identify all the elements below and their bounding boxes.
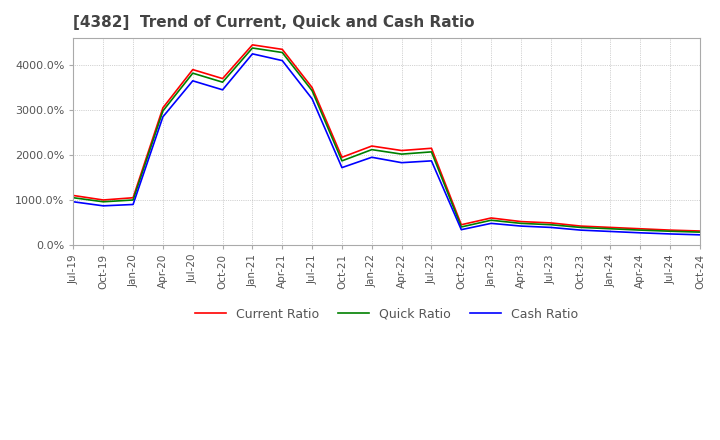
Cash Ratio <box>307 96 316 102</box>
Cash Ratio <box>576 227 585 233</box>
Current Ratio <box>457 222 466 227</box>
Cash Ratio <box>546 225 555 230</box>
Cash Ratio <box>427 158 436 164</box>
Current Ratio <box>427 146 436 151</box>
Current Ratio <box>487 215 495 220</box>
Quick Ratio <box>546 222 555 227</box>
Cash Ratio <box>666 231 675 237</box>
Current Ratio <box>517 219 526 224</box>
Quick Ratio <box>69 195 78 200</box>
Current Ratio <box>576 224 585 229</box>
Current Ratio <box>546 220 555 226</box>
Current Ratio <box>666 227 675 233</box>
Quick Ratio <box>666 229 675 234</box>
Current Ratio <box>218 76 227 81</box>
Cash Ratio <box>69 199 78 205</box>
Quick Ratio <box>367 147 376 152</box>
Cash Ratio <box>99 203 107 209</box>
Line: Quick Ratio: Quick Ratio <box>73 48 700 232</box>
Quick Ratio <box>397 151 406 157</box>
Current Ratio <box>189 67 197 72</box>
Cash Ratio <box>606 229 615 234</box>
Cash Ratio <box>457 227 466 232</box>
Quick Ratio <box>696 230 704 235</box>
Current Ratio <box>696 228 704 234</box>
Cash Ratio <box>129 202 138 207</box>
Current Ratio <box>636 226 644 231</box>
Current Ratio <box>158 105 167 110</box>
Cash Ratio <box>278 58 287 63</box>
Current Ratio <box>69 193 78 198</box>
Quick Ratio <box>487 218 495 223</box>
Current Ratio <box>338 154 346 160</box>
Quick Ratio <box>636 227 644 233</box>
Quick Ratio <box>158 108 167 114</box>
Cash Ratio <box>158 114 167 119</box>
Current Ratio <box>248 42 257 48</box>
Current Ratio <box>99 198 107 203</box>
Cash Ratio <box>338 165 346 170</box>
Cash Ratio <box>517 224 526 229</box>
Legend: Current Ratio, Quick Ratio, Cash Ratio: Current Ratio, Quick Ratio, Cash Ratio <box>190 303 583 326</box>
Quick Ratio <box>517 221 526 226</box>
Quick Ratio <box>189 70 197 76</box>
Quick Ratio <box>129 198 138 203</box>
Quick Ratio <box>248 45 257 51</box>
Current Ratio <box>307 85 316 90</box>
Cash Ratio <box>636 230 644 235</box>
Quick Ratio <box>576 225 585 230</box>
Cash Ratio <box>367 154 376 160</box>
Quick Ratio <box>457 224 466 230</box>
Quick Ratio <box>307 88 316 93</box>
Quick Ratio <box>338 158 346 164</box>
Line: Current Ratio: Current Ratio <box>73 45 700 231</box>
Cash Ratio <box>189 78 197 84</box>
Current Ratio <box>129 195 138 200</box>
Line: Cash Ratio: Cash Ratio <box>73 54 700 235</box>
Current Ratio <box>278 47 287 52</box>
Quick Ratio <box>218 80 227 85</box>
Cash Ratio <box>696 232 704 238</box>
Cash Ratio <box>397 160 406 165</box>
Text: [4382]  Trend of Current, Quick and Cash Ratio: [4382] Trend of Current, Quick and Cash … <box>73 15 475 30</box>
Quick Ratio <box>99 199 107 205</box>
Quick Ratio <box>278 50 287 55</box>
Cash Ratio <box>248 51 257 56</box>
Quick Ratio <box>606 226 615 231</box>
Cash Ratio <box>487 221 495 226</box>
Current Ratio <box>606 225 615 230</box>
Current Ratio <box>367 143 376 149</box>
Cash Ratio <box>218 87 227 92</box>
Current Ratio <box>397 148 406 153</box>
Quick Ratio <box>427 149 436 154</box>
